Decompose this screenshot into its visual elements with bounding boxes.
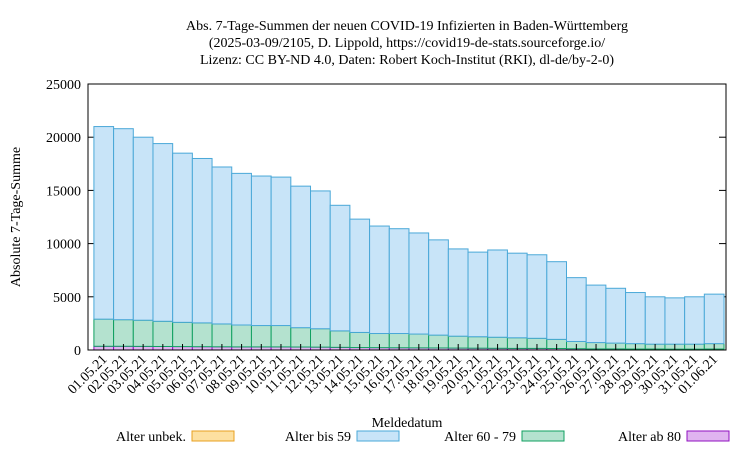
y-tick-label: 5000 <box>53 291 81 306</box>
bar-segment <box>703 293 725 345</box>
legend-label: Alter bis 59 <box>285 430 351 445</box>
bar-segment <box>369 225 390 335</box>
chart-title: Abs. 7-Tage-Summen der neuen COVID-19 In… <box>186 19 628 34</box>
bar-segment <box>605 287 627 344</box>
legend-label: Alter ab 80 <box>618 430 681 445</box>
bar-segment <box>132 319 154 347</box>
legend-swatch <box>356 430 400 442</box>
legend-label: Alter unbek. <box>116 430 186 445</box>
bar-segment <box>290 185 312 329</box>
y-tick-label: 20000 <box>46 131 81 146</box>
bar-segment <box>546 261 568 340</box>
bar-segment <box>684 296 705 345</box>
bar-segment <box>211 166 233 325</box>
bar-segment <box>310 190 331 330</box>
bar-segment <box>172 321 193 348</box>
bar-segment <box>467 251 489 338</box>
bar-segment <box>664 297 686 345</box>
bar-segment <box>329 204 351 332</box>
bar-segment <box>152 143 174 322</box>
bar-segment <box>585 284 607 344</box>
bar-segment <box>231 324 252 348</box>
x-axis-label: Meldedatum <box>372 416 443 431</box>
bar-segment <box>526 254 548 339</box>
bar-segment <box>408 232 430 335</box>
bar-segment <box>250 175 272 327</box>
bar-segment <box>349 218 371 333</box>
bar-segment <box>231 172 252 326</box>
bar-segment <box>211 323 233 348</box>
y-tick-label: 0 <box>74 344 81 359</box>
bar-segment <box>191 322 213 348</box>
plot-border <box>87 83 727 351</box>
bar-segment <box>113 319 134 347</box>
bar-segment <box>132 136 154 321</box>
bar-segment <box>191 157 213 324</box>
bar-segment <box>506 252 528 339</box>
legend-swatch <box>686 430 730 442</box>
y-axis-label: Absolute 7-Tage-Summe <box>9 147 24 287</box>
bar-segment <box>388 228 410 335</box>
bar-segment <box>270 325 292 348</box>
legend-swatch <box>521 430 565 442</box>
chart-subtitle: Lizenz: CC BY-ND 4.0, Daten: Robert Koch… <box>200 53 614 68</box>
bar-segment <box>487 249 508 338</box>
bar-segment <box>428 239 449 336</box>
bar-segment <box>270 176 292 327</box>
bar-segment <box>172 152 193 323</box>
legend-label: Alter 60 - 79 <box>444 430 516 445</box>
bar-segment <box>625 292 646 345</box>
bar-segment <box>113 128 134 321</box>
y-tick-label: 15000 <box>46 184 81 199</box>
bar-segment <box>566 277 587 342</box>
bar-segment <box>447 248 469 337</box>
y-tick-label: 10000 <box>46 238 81 253</box>
bar-segment <box>93 318 115 347</box>
chart-subtitle: (2025-03-09/2105, D. Lippold, https://co… <box>209 36 605 51</box>
y-tick-label: 25000 <box>46 78 81 93</box>
bar-segment <box>250 325 272 348</box>
bar-segment <box>152 320 174 347</box>
bar-segment <box>93 126 115 320</box>
bar-segment <box>644 296 666 345</box>
legend-swatch <box>191 430 235 442</box>
